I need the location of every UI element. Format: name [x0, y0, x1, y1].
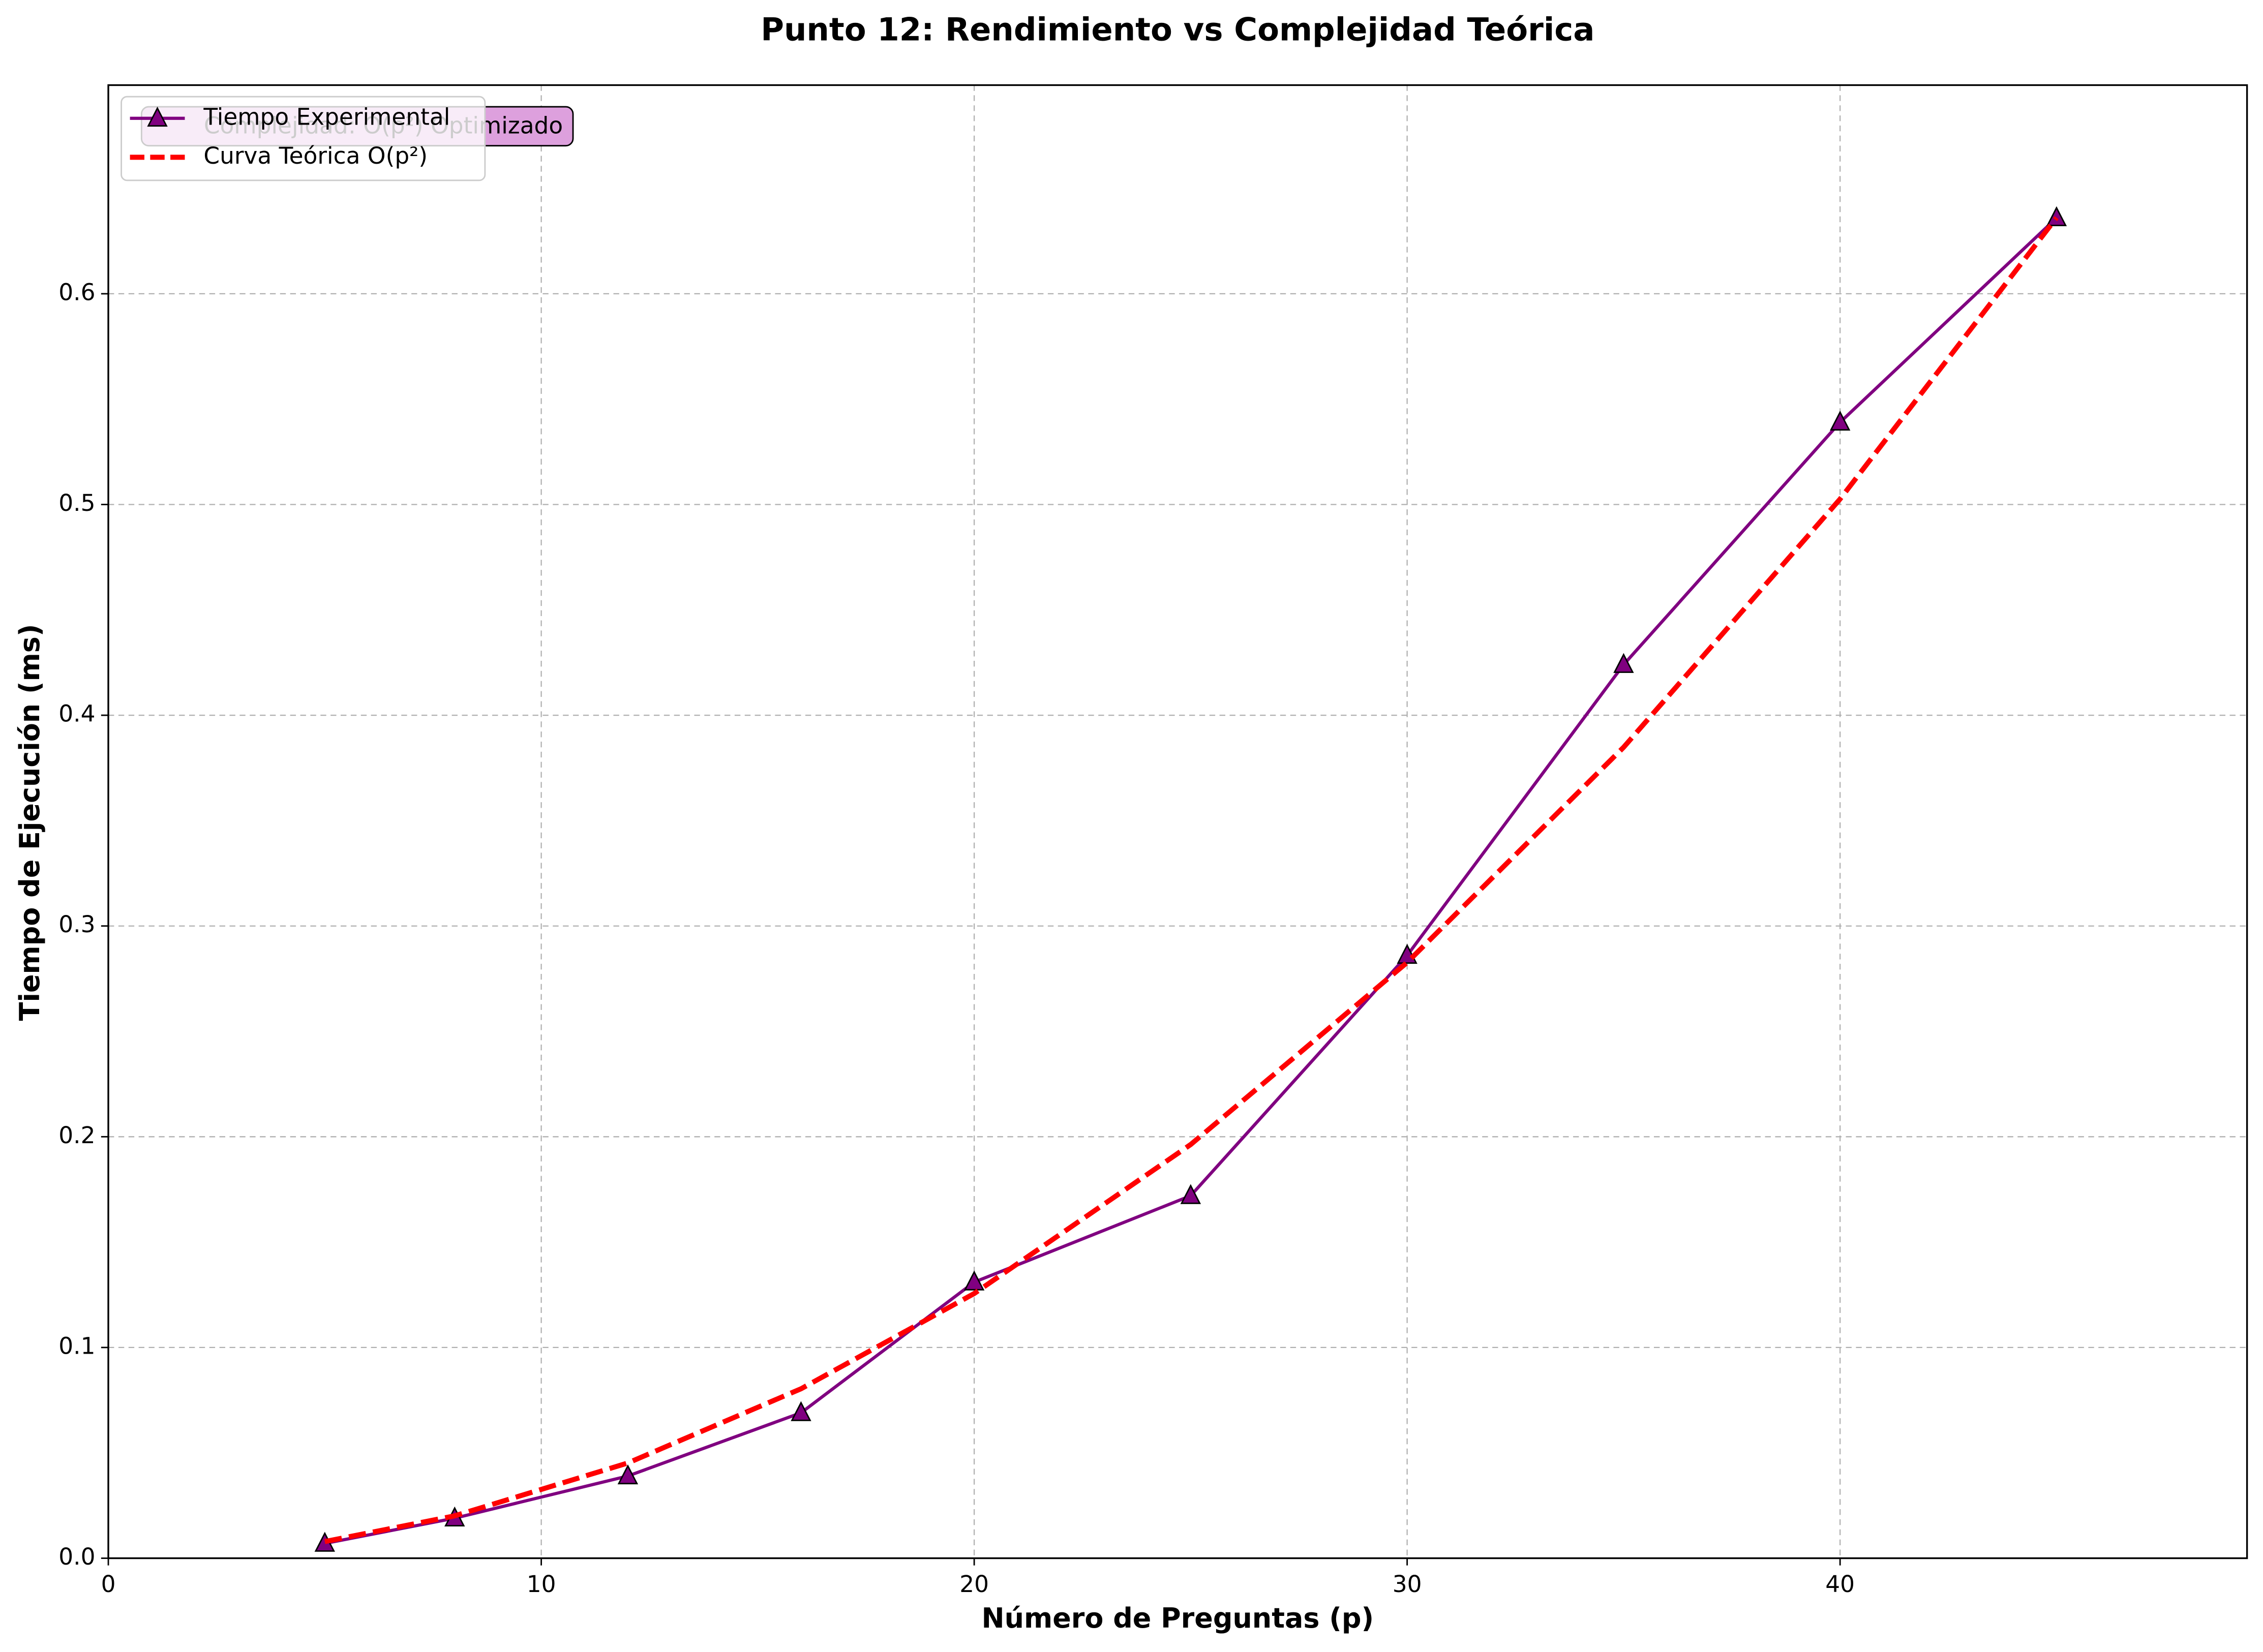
data-point: [1180, 1184, 1201, 1204]
data-point: [617, 1464, 639, 1485]
y-tick-label: 0.5: [58, 490, 95, 516]
legend: Tiempo Experimental Curva Teórica O(p²): [120, 96, 486, 181]
legend-box: [120, 96, 486, 181]
legend-label: Tiempo Experimental: [203, 103, 450, 130]
legend-marker: [147, 106, 168, 127]
x-tick-label: 20: [959, 1571, 989, 1598]
data-point: [791, 1401, 811, 1421]
x-axis-label: Número de Preguntas (p): [982, 1602, 1374, 1634]
y-tick-label: 0.3: [58, 911, 95, 938]
data-point: [2046, 206, 2067, 226]
y-tick-label: 0.1: [58, 1332, 95, 1359]
y-tick-label: 0.4: [58, 700, 95, 727]
data-point: [1397, 943, 1417, 964]
x-tick-label: 10: [527, 1571, 556, 1598]
x-tick-label: 0: [101, 1571, 116, 1598]
y-tick-label: 0.2: [58, 1122, 95, 1149]
y-tick-label: 0.6: [58, 279, 95, 305]
data-point: [1613, 653, 1634, 673]
y-tick-label: 0.0: [58, 1543, 95, 1570]
legend-label: Curva Teórica O(p²): [203, 142, 428, 169]
data-point: [963, 1270, 985, 1291]
x-tick-label: 40: [1825, 1571, 1855, 1598]
series-line: [324, 216, 2059, 1544]
plot-frame: [107, 84, 2248, 1559]
data-point: [1829, 410, 1851, 431]
y-axis-label: Tiempo de Ejecución (ms): [14, 624, 46, 1021]
chart-title: Punto 12: Rendimiento vs Complejidad Teó…: [761, 11, 1594, 48]
series-line: [324, 217, 2058, 1545]
x-tick-label: 30: [1393, 1571, 1422, 1598]
